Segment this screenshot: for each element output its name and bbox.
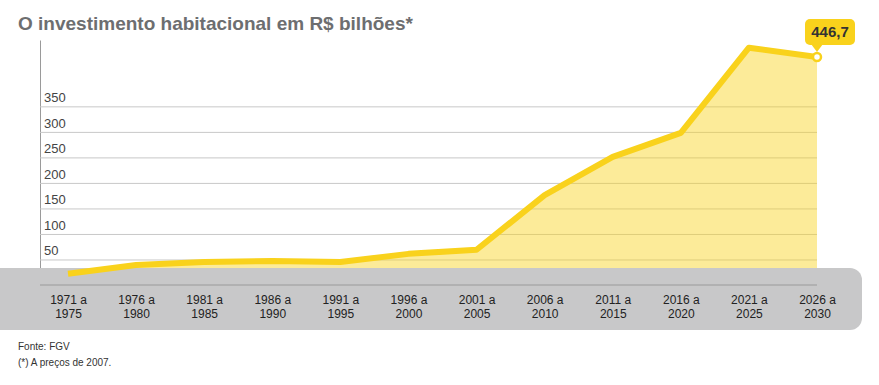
- x-tick-label-line: 1995: [328, 307, 355, 321]
- x-tick-label: 1986 a1990: [254, 293, 291, 321]
- x-tick-label-line: 1991 a: [323, 293, 360, 307]
- x-tick-label-line: 2021 a: [731, 293, 768, 307]
- x-tick-label-line: 2016 a: [663, 293, 700, 307]
- x-tick: 1996 a2000: [391, 285, 428, 321]
- x-tick-label-line: 1990: [259, 307, 286, 321]
- x-tick-label-line: 2015: [600, 307, 627, 321]
- y-tick-label: 50: [44, 243, 58, 258]
- x-tick-label-line: 2000: [396, 307, 423, 321]
- x-tick: 1971 a1975: [50, 285, 87, 321]
- y-tick-label: 300: [44, 116, 66, 131]
- x-tick-label-line: 2026 a: [799, 293, 836, 307]
- callout-box: [805, 19, 855, 45]
- x-tick: 1981 a1985: [186, 285, 223, 321]
- x-tick-label-line: 2006 a: [527, 293, 564, 307]
- line: [68, 48, 817, 274]
- y-tick-label: 250: [44, 141, 66, 156]
- x-axis-line: [40, 285, 817, 286]
- x-tick-label: 2026 a2030: [799, 293, 836, 321]
- y-tick-label: 150: [44, 192, 66, 207]
- x-axis: 1971 a1975 1976 a1980 1981 a1985 1986 a1990…: [40, 285, 836, 321]
- note: (*) A preços de 2007.: [18, 357, 111, 368]
- x-tick-label-line: 2025: [736, 307, 763, 321]
- x-tick-label: 1991 a1995: [323, 293, 360, 321]
- x-tick-label-line: 2010: [532, 307, 559, 321]
- x-tick-label-line: 1985: [191, 307, 218, 321]
- data-label: 446,7: [811, 23, 849, 40]
- x-tick-label: 1976 a1980: [118, 293, 155, 321]
- plot-area: [68, 48, 817, 285]
- x-tick-label-line: 2030: [804, 307, 831, 321]
- axis-band: [0, 268, 20, 330]
- x-tick-label: 2001 a2005: [459, 293, 496, 321]
- x-tick-label: 1996 a2000: [391, 293, 428, 321]
- x-tick-label: 1971 a1975: [50, 293, 87, 321]
- x-tick-label: 2011 a2015: [595, 293, 631, 321]
- x-tick-label-line: 2005: [464, 307, 491, 321]
- x-tick: 2021 a2025: [731, 285, 768, 321]
- x-tick-label-line: 1981 a: [186, 293, 223, 307]
- x-tick: 1991 a1995: [323, 285, 360, 321]
- source: Fonte: FGV: [18, 341, 70, 352]
- end-marker: [813, 53, 821, 61]
- x-tick: 2026 a2030: [799, 285, 836, 321]
- y-tick-label: 200: [44, 167, 66, 182]
- x-tick-label: 2016 a2020: [663, 293, 700, 321]
- y-axis: 50 100 150 200 250 300 350: [40, 41, 817, 286]
- x-tick-label: 2006 a2010: [527, 293, 564, 321]
- x-tick: 1976 a1980: [118, 285, 155, 321]
- line-group: [68, 48, 817, 274]
- x-tick: 1986 a1990: [254, 285, 291, 321]
- x-tick: 2011 a2015: [595, 285, 631, 321]
- y-tick-label: 100: [44, 218, 66, 233]
- callout-pointer: [811, 44, 823, 52]
- x-tick-label: 1981 a1985: [186, 293, 223, 321]
- x-tick: 2016 a2020: [663, 285, 700, 321]
- x-tick-label-line: 1971 a: [50, 293, 87, 307]
- chart: O investimento habitacional em R$ bilhõe…: [0, 0, 879, 385]
- x-tick-label-line: 1986 a: [254, 293, 291, 307]
- y-axis-line: [40, 41, 41, 286]
- area: [68, 48, 817, 285]
- x-tick-label-line: 1976 a: [118, 293, 155, 307]
- x-tick: 2001 a2005: [459, 285, 496, 321]
- x-tick-label-line: 1975: [55, 307, 82, 321]
- x-tick-label: 2021 a2025: [731, 293, 768, 321]
- y-tick-label: 350: [44, 90, 66, 105]
- axis-band: [0, 268, 862, 330]
- x-tick-label-line: 2001 a: [459, 293, 496, 307]
- x-tick-label-line: 2020: [668, 307, 695, 321]
- x-tick-label-line: 2011 a: [595, 293, 631, 307]
- x-tick-label-line: 1980: [123, 307, 150, 321]
- x-tick: 2006 a2010: [527, 285, 564, 321]
- x-tick-label-line: 1996 a: [391, 293, 428, 307]
- title: O investimento habitacional em R$ bilhõe…: [18, 13, 413, 34]
